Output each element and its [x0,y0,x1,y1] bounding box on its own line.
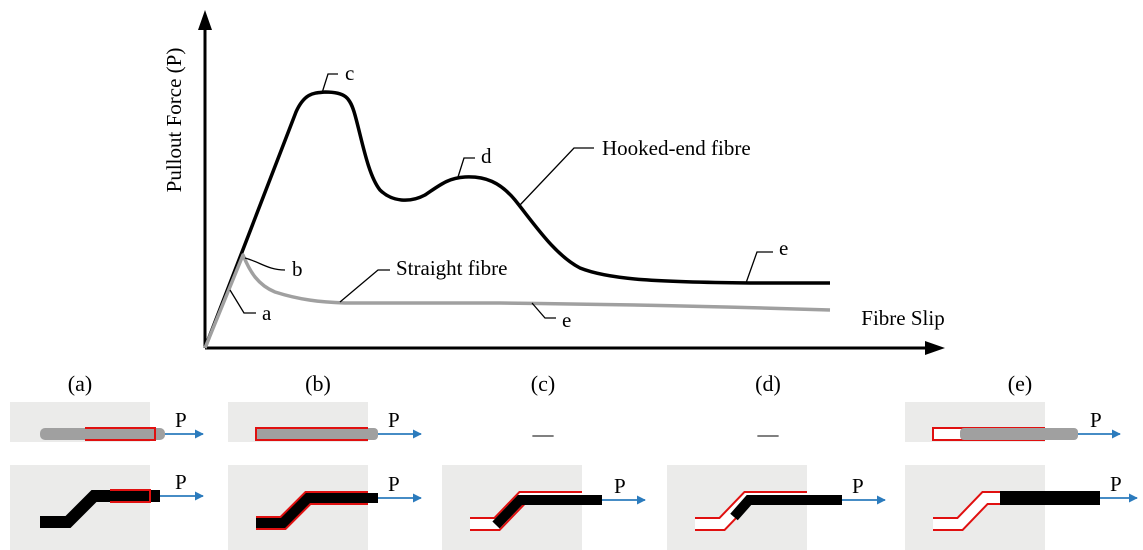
panel-note: — [757,422,780,446]
force-label: P [852,474,864,498]
path-shape [321,73,338,94]
polyline-shape [730,495,842,521]
path-shape [339,269,390,303]
point-label: e [562,308,571,332]
axes [198,10,945,355]
path-shape [244,257,286,271]
force-label: P [388,408,400,432]
curve-label: Hooked-end fibre [602,136,751,160]
path-shape [229,289,256,314]
path-shape [255,427,368,441]
curve-label: Straight fibre [396,256,507,280]
polyline-shape [256,493,378,528]
panel-label: (e) [1008,371,1032,396]
path-shape [110,489,151,503]
path-shape [745,251,773,284]
panel-label: (b) [305,371,331,396]
force-label: P [1110,472,1122,496]
panel-label: (d) [755,371,781,396]
point-label: d [481,144,492,168]
panel-a: P P [10,402,204,550]
hooked-curve [203,90,830,349]
rect-shape [40,428,165,440]
force-label: P [614,474,626,498]
panel-label: (c) [531,371,555,396]
force-label: P [175,470,187,494]
x-axis-label: Fibre Slip [861,306,944,330]
point-label: a [262,301,272,325]
path-shape [457,157,475,178]
point-label: b [292,257,303,281]
polyline-shape [492,495,602,529]
polyline-shape [40,490,160,528]
leaders [229,73,773,319]
path-shape [198,10,212,30]
panel-b: P P [228,402,422,550]
path-shape [925,341,945,355]
point-label: e [779,236,788,260]
panel-c: — P [442,422,646,550]
force-label: P [388,472,400,496]
rect-shape [960,428,1078,440]
panel-label: (a) [68,371,92,396]
path-shape [85,427,156,441]
point-label: c [345,61,354,85]
path-shape [531,302,556,319]
path-shape [519,147,594,206]
force-label: P [1090,408,1102,432]
y-axis-label: Pullout Force (P) [162,48,186,193]
panel-note: — [532,422,555,446]
rect-shape [256,428,378,440]
straight-curve [203,253,831,349]
force-label: P [175,408,187,432]
panel-e: P P [905,402,1138,550]
panel-d: — P [667,422,886,550]
